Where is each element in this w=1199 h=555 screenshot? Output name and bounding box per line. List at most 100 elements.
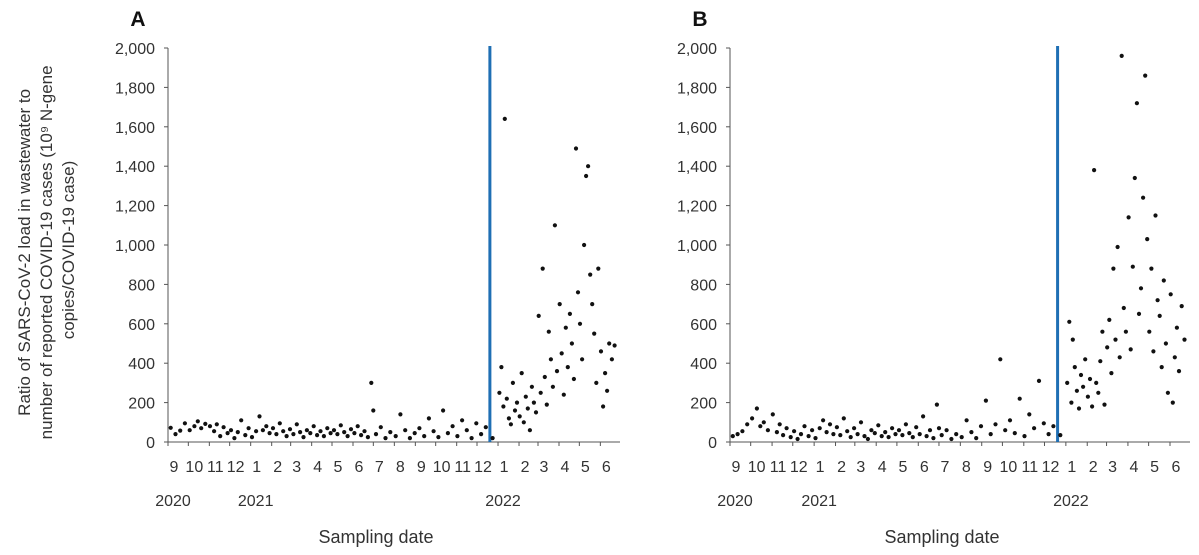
data-point — [983, 398, 989, 403]
data-point — [1179, 304, 1184, 309]
data-point — [588, 272, 593, 277]
y-tick-label: 1,000 — [115, 238, 155, 255]
data-point — [274, 432, 279, 437]
data-point — [523, 394, 528, 399]
panel-label: B — [692, 8, 707, 31]
data-point — [294, 422, 299, 427]
data-point — [974, 436, 979, 441]
data-point — [542, 374, 547, 380]
y-tick-label: 1,800 — [115, 80, 155, 97]
data-point — [745, 422, 750, 427]
data-point — [483, 425, 488, 430]
data-point — [1123, 329, 1128, 334]
data-point — [281, 429, 286, 434]
data-point — [1143, 73, 1148, 78]
y-tick-label: 400 — [690, 356, 717, 373]
data-point — [580, 357, 585, 362]
data-point — [228, 428, 234, 433]
data-point — [506, 416, 511, 421]
data-point — [540, 266, 545, 271]
data-point — [893, 432, 898, 437]
data-point — [538, 390, 543, 395]
x-tick-label: 5 — [581, 459, 590, 476]
data-point — [1138, 286, 1144, 291]
x-tick-label: 3 — [1108, 459, 1117, 476]
data-point — [852, 426, 857, 431]
data-point — [1036, 378, 1042, 383]
data-point — [924, 434, 929, 439]
data-point — [203, 421, 208, 426]
data-point — [369, 380, 374, 385]
data-point — [921, 414, 926, 419]
data-point — [342, 430, 347, 435]
data-point — [441, 408, 446, 413]
data-point — [403, 428, 408, 433]
data-point — [978, 424, 984, 429]
data-point — [777, 422, 782, 427]
y-tick-label: 400 — [128, 356, 155, 373]
data-point — [1012, 431, 1017, 436]
data-point — [792, 429, 797, 434]
data-point — [1090, 404, 1095, 409]
data-point — [550, 384, 556, 389]
data-point — [944, 428, 949, 433]
x-tick-label: 10 — [1000, 459, 1018, 476]
y-tick-label: 1,800 — [677, 80, 717, 97]
data-point — [1032, 426, 1037, 431]
data-point — [1170, 400, 1175, 405]
data-point — [168, 425, 173, 430]
data-point — [609, 357, 615, 362]
data-point — [260, 428, 265, 433]
data-point — [565, 365, 570, 370]
data-point — [1100, 329, 1105, 334]
data-point — [1007, 418, 1013, 423]
data-point — [365, 435, 370, 440]
panel-label: A — [130, 8, 145, 31]
data-point — [1115, 244, 1120, 250]
data-point — [254, 429, 259, 434]
data-point — [1022, 434, 1027, 439]
x-tick-label: 8 — [396, 459, 405, 476]
data-point — [1163, 341, 1168, 346]
y-tick-label: 1,400 — [115, 159, 155, 176]
data-point — [362, 429, 367, 434]
data-point — [232, 436, 237, 441]
data-point — [949, 436, 954, 442]
data-point — [474, 421, 479, 426]
data-point — [426, 416, 431, 421]
data-point — [335, 432, 340, 437]
data-point — [371, 408, 376, 413]
data-point — [1155, 298, 1160, 303]
data-point — [1136, 311, 1142, 316]
data-point — [845, 429, 850, 434]
data-point — [896, 428, 902, 433]
x-tick-label: 5 — [334, 459, 343, 476]
data-point — [1157, 313, 1162, 318]
x-tick-label: 2 — [521, 459, 530, 476]
x-tick-label: 8 — [962, 459, 971, 476]
data-point — [590, 302, 595, 307]
y-tick-label: 0 — [146, 435, 155, 452]
data-point — [577, 321, 583, 326]
data-point — [1174, 325, 1179, 330]
data-point — [571, 376, 577, 382]
data-point — [521, 420, 526, 425]
data-point — [883, 430, 888, 435]
data-point — [869, 428, 874, 433]
data-point — [781, 433, 786, 438]
x-tick-label: 12 — [790, 459, 808, 476]
data-point — [770, 412, 775, 417]
data-point — [858, 420, 864, 425]
data-point — [508, 422, 513, 427]
y-tick-label: 1,000 — [677, 238, 717, 255]
y-axis-label-line-1: Ratio of SARS-CoV-2 load in wastewater t… — [15, 89, 34, 416]
x-tick-label: 3 — [292, 459, 301, 476]
x-tick-label: 1 — [816, 459, 825, 476]
data-point — [373, 432, 379, 437]
data-point — [552, 223, 558, 228]
data-point — [1145, 237, 1150, 242]
data-point — [192, 424, 197, 429]
data-point — [510, 380, 515, 385]
data-point — [497, 390, 502, 395]
y-tick-label: 800 — [690, 277, 717, 294]
